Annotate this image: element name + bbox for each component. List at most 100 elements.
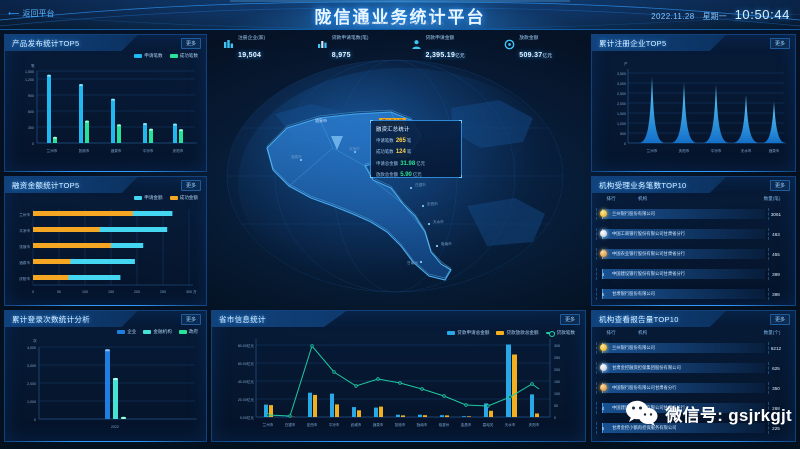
panel-product-top5: 产品发布统计TOP5 更多 申请笔数 成功笔数 笔 0 300 600 900 1,2…: [4, 34, 207, 172]
map-tooltip-row: 申请笔数 265笔: [376, 138, 412, 144]
chart-legend: 企业 金融机构 政府: [117, 329, 198, 335]
column-rank: 排行: [606, 196, 616, 201]
city-stat-chart[interactable]: 0.00亿元 20.00亿元 40.00亿元 60.00亿元 80.00亿元 0 50 1…: [212, 327, 587, 441]
header-arc-decoration: [0, 0, 800, 29]
legend-item: 成功笔数: [169, 53, 198, 59]
register-top5-spikes: [638, 77, 786, 143]
list-item[interactable]: 中国农业银行股份有限公司甘肃省分行 455: [592, 244, 795, 264]
panel-more-button[interactable]: 更多: [180, 180, 201, 191]
map-tooltip-row: 放款总金额 5.90亿元: [376, 172, 422, 179]
panel-more-button[interactable]: 更多: [769, 38, 790, 49]
chart-legend: 申请笔数 成功笔数: [134, 53, 198, 59]
org-name: 中国农业银行股份有限公司甘肃省分行: [612, 251, 686, 256]
svg-text:定西市: 定西市: [427, 201, 438, 206]
svg-text:兰州市: 兰州市: [263, 422, 274, 427]
panel-title: 产品发布统计TOP5: [12, 38, 80, 48]
svg-text:1,000: 1,000: [27, 400, 36, 404]
panel-more-button[interactable]: 更多: [559, 314, 580, 325]
panel-body: 排行 机构 数量(个) 兰州银行股份有限公司 6212 甘肃金控融资担保集团股份…: [592, 327, 795, 441]
panel-header: 省市信息统计: [212, 311, 347, 327]
stat-value: 8,975: [331, 52, 351, 59]
svg-text:250: 250: [160, 290, 166, 294]
org-name: 中国银行股份有限公司甘肃省分行: [612, 385, 677, 390]
svg-text:150: 150: [108, 290, 114, 294]
list-item[interactable]: 中国银行股份有限公司甘肃省分行 350: [592, 378, 795, 398]
rank-medal-icon: [598, 210, 608, 218]
org-name: 中国建设银行股份有限公司甘肃省分行: [612, 405, 686, 410]
svg-text:900: 900: [28, 94, 34, 98]
register-top5-chart[interactable]: 户 0 500 1,000 1,500 2,000 2,500 3,000 3,500: [592, 51, 797, 171]
svg-text:嘉峪关: 嘉峪关: [483, 422, 494, 427]
app-header: ⟵ 返回平台 陇信通业务统计平台 甘肃省中小微企业融资综合信用服务平台 2022…: [0, 0, 800, 30]
svg-text:2,000: 2,000: [617, 102, 626, 106]
header-datetime: 2022.11.28 星期一 10:50:44: [651, 7, 790, 22]
panel-body: 户 0 500 1,000 1,500 2,000 2,500 3,000 3,500: [592, 51, 795, 171]
org-name: 兰州银行股份有限公司: [612, 211, 655, 216]
legend-item: 申请金额: [134, 195, 163, 201]
svg-text:60.00亿元: 60.00亿元: [238, 361, 255, 366]
list-item[interactable]: 4 中国建设银行股份有限公司甘肃省分行 268: [592, 398, 795, 418]
panel-more-button[interactable]: 更多: [769, 314, 790, 325]
header-date: 2022.11.28: [651, 12, 695, 21]
panel-more-button[interactable]: 更多: [180, 314, 201, 325]
panel-header: 累计登录次数统计分析: [5, 311, 138, 327]
stat-card-loan-applications: 贷款申请笔数(笔) 8,975: [309, 30, 403, 59]
panel-header: 融资金额统计TOP5: [5, 177, 138, 193]
svg-text:2,500: 2,500: [617, 92, 626, 96]
org-name: 甘肃银行股份有限公司: [612, 291, 655, 296]
org-value: 350: [772, 385, 780, 391]
svg-text:天水市: 天水市: [433, 219, 444, 224]
list-item[interactable]: 兰州银行股份有限公司 6212: [592, 338, 795, 358]
header-clock: 10:50:44: [734, 7, 790, 22]
list-item[interactable]: 5 甘肃银行股份有限公司 398: [592, 284, 795, 304]
product-top5-chart[interactable]: 笔 0 300 600 900 1,200 1,500: [5, 51, 208, 171]
column-org: 机构: [638, 196, 648, 201]
list-item[interactable]: 兰州银行股份有限公司 3061: [592, 204, 795, 224]
list-item[interactable]: 4 中国建设银行股份有限公司甘肃省分行 399: [592, 264, 795, 284]
panel-header: 产品发布统计TOP5: [5, 35, 138, 51]
rank-medal-icon: [598, 384, 608, 392]
stat-card-disbursed-amount: 放款金额 509.37亿元: [496, 30, 590, 59]
org-value: 455: [772, 251, 780, 257]
login-stat-chart[interactable]: 次 0 1,000 2,000 3,000 4,000 2022: [5, 327, 208, 441]
list-item[interactable]: 甘肃金控融资担保集团股份有限公司 625: [592, 358, 795, 378]
panel-title: 机构受理业务笔数TOP10: [599, 180, 687, 190]
panel-more-button[interactable]: 更多: [769, 180, 790, 191]
panel-header: 机构查看报告量TOP10: [592, 311, 726, 327]
back-to-platform-button[interactable]: ⟵ 返回平台: [8, 8, 54, 19]
svg-text:金昌市: 金昌市: [461, 422, 472, 427]
svg-text:平凉市: 平凉市: [143, 148, 154, 153]
stat-card-loan-amount: 贷款申请金额 2,395.19亿元: [403, 30, 497, 59]
rank-number: 5: [601, 291, 605, 297]
rank-medal-icon: [598, 250, 608, 258]
list-item[interactable]: 5 甘肃金控小额再担保服务有限公司 225: [592, 418, 795, 438]
panel-title: 融资金额统计TOP5: [12, 180, 80, 190]
rank-medal-icon: [598, 344, 608, 352]
panel-city-stat: 省市信息统计 更多 贷款申请总金额 贷款放款总金额 贷款笔数 0.00亿元 20.…: [211, 310, 586, 442]
svg-text:2022: 2022: [111, 425, 119, 429]
svg-text:1,500: 1,500: [617, 112, 626, 116]
svg-text:0: 0: [554, 416, 556, 420]
list-item[interactable]: 中国工商银行股份有限公司甘肃省分行 463: [592, 224, 795, 244]
column-org: 机构: [638, 330, 648, 335]
rank-number: 4: [601, 271, 605, 277]
legend-item: 成功金额: [169, 195, 198, 201]
stat-label: 贷款申请笔数(笔): [331, 36, 369, 41]
org-value: 6212: [770, 345, 782, 351]
globe-backdrop: [237, 68, 568, 298]
svg-text:酒泉市: 酒泉市: [291, 154, 302, 159]
svg-text:白银市: 白银市: [285, 422, 296, 427]
svg-text:陇南市: 陇南市: [441, 241, 452, 246]
org-name: 中国工商银行股份有限公司甘肃省分行: [612, 231, 686, 236]
panel-more-button[interactable]: 更多: [180, 38, 201, 49]
svg-text:庆阳市: 庆阳市: [529, 422, 540, 427]
rank-number: 5: [601, 425, 605, 431]
map-tooltip-title: 融资汇总统计: [376, 127, 410, 133]
panel-body: 排行 机构 数量(笔) 兰州银行股份有限公司 3061 中国工商银行股份有限公司…: [592, 193, 795, 305]
svg-text:1,000: 1,000: [617, 122, 626, 126]
panel-header: 累计注册企业TOP5: [592, 35, 726, 51]
panel-finance-top5: 融资金额统计TOP5 更多 申请金额 成功金额 万 0 50 100 150 200 2…: [4, 176, 207, 306]
svg-text:酒泉市: 酒泉市: [373, 422, 384, 427]
